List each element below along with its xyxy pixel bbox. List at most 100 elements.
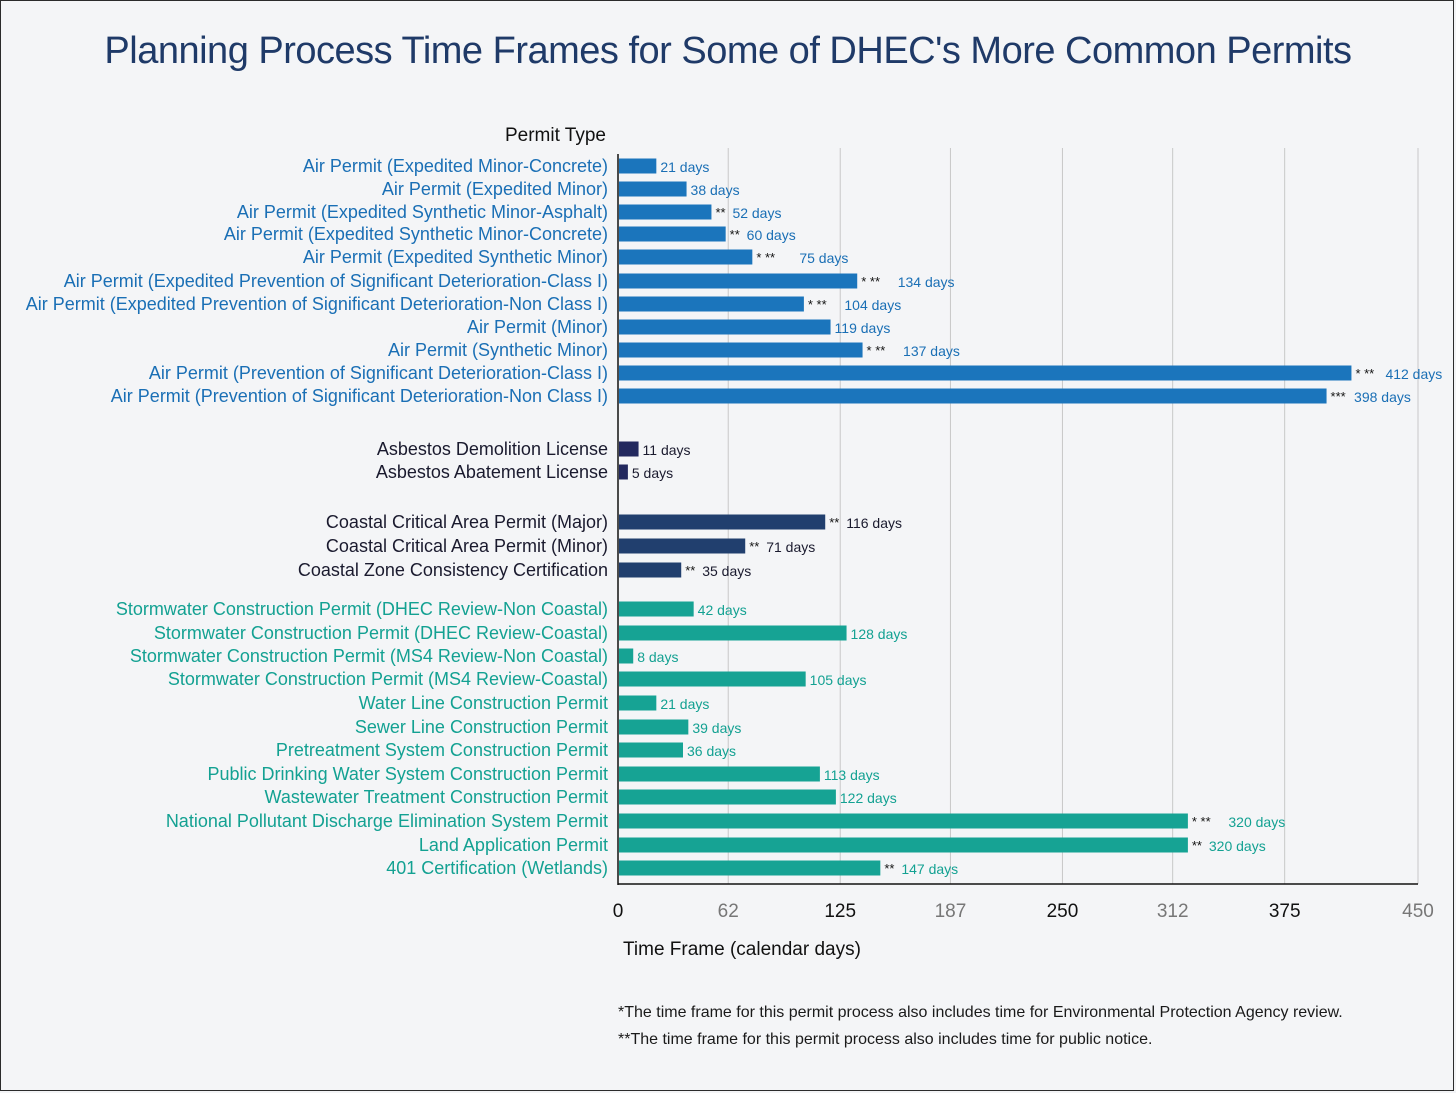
x-tick-label: 312: [1157, 901, 1189, 922]
bar: [619, 625, 847, 641]
category-labels: Air Permit (Expedited Minor-Concrete) Air…: [26, 156, 608, 878]
footnote-marker: * **: [1192, 814, 1211, 829]
bar: [619, 813, 1188, 829]
value-label: 21 days: [660, 696, 709, 712]
category-label: Sewer Line Construction Permit: [355, 717, 608, 737]
bar: [619, 671, 806, 687]
category-label: Coastal Critical Area Permit (Minor): [326, 536, 608, 556]
footnote-public-notice: **The time frame for this permit process…: [618, 1031, 1153, 1048]
footnote-marker: * **: [861, 274, 880, 289]
x-axis-title: Time Frame (calendar days): [623, 939, 861, 960]
category-label: Air Permit (Expedited Prevention of Sign…: [64, 271, 608, 291]
bar: [619, 296, 804, 312]
bar: [619, 766, 820, 782]
bar: [619, 464, 628, 480]
chart-title: Planning Process Time Frames for Some of…: [104, 30, 1352, 72]
bar: [619, 648, 634, 664]
bar: [619, 342, 863, 358]
x-axis: 0 62 125 187 250 312 375 450 Permit Type Time Fra…: [505, 125, 1434, 960]
category-label: Air Permit (Prevention of Significant De…: [149, 363, 608, 383]
x-tick-label: 62: [718, 901, 739, 922]
value-label: 52 days: [732, 205, 781, 221]
footnote-marker: **: [1192, 838, 1202, 853]
x-tick-label: 450: [1402, 901, 1434, 922]
category-label: Public Drinking Water System Constructio…: [208, 764, 608, 784]
category-label: 401 Certification (Wetlands): [386, 858, 608, 878]
value-label: 412 days: [1385, 366, 1442, 382]
category-label: Stormwater Construction Permit (MS4 Revi…: [168, 669, 608, 689]
category-label: Land Application Permit: [419, 835, 608, 855]
category-label: Stormwater Construction Permit (DHEC Rev…: [116, 599, 608, 619]
bar: [619, 226, 726, 242]
bar: [619, 273, 858, 289]
value-label: 75 days: [799, 250, 848, 266]
category-label: Wastewater Treatment Construction Permit: [265, 787, 608, 807]
category-label: Air Permit (Expedited Synthetic Minor): [303, 247, 608, 267]
bar: [619, 789, 836, 805]
value-label: 137 days: [903, 343, 960, 359]
bar: [619, 695, 657, 711]
bars: [619, 158, 1352, 876]
value-label: 147 days: [901, 861, 958, 877]
category-label: Stormwater Construction Permit (DHEC Rev…: [154, 623, 608, 643]
footnote-marker: **: [749, 539, 759, 554]
category-label: Pretreatment System Construction Permit: [276, 740, 608, 760]
bar: [619, 181, 687, 197]
value-label: 36 days: [687, 743, 736, 759]
category-label: Stormwater Construction Permit (MS4 Revi…: [130, 646, 608, 666]
category-label: Air Permit (Expedited Prevention of Sign…: [26, 294, 608, 314]
gridlines: [727, 148, 1419, 884]
value-label: 11 days: [643, 442, 691, 458]
x-tick-label: 0: [613, 901, 624, 922]
bar: [619, 249, 753, 265]
value-label: 113 days: [824, 767, 880, 783]
category-label: Asbestos Abatement License: [376, 462, 608, 482]
value-label: 42 days: [698, 602, 747, 618]
value-label: 116 days: [846, 515, 902, 531]
footnote-marker: **: [884, 861, 894, 876]
value-label: 105 days: [810, 672, 867, 688]
value-label: 35 days: [702, 563, 751, 579]
x-tick-label: 250: [1047, 901, 1079, 922]
footnote-marker: * **: [1355, 366, 1374, 381]
category-label: Coastal Critical Area Permit (Major): [326, 512, 608, 532]
category-label: Air Permit (Expedited Synthetic Minor-Co…: [224, 224, 608, 244]
y-axis-title: Permit Type: [505, 125, 606, 146]
bar: [619, 719, 689, 735]
bar: [619, 388, 1327, 404]
category-label: Air Permit (Minor): [467, 317, 608, 337]
bar: [619, 837, 1188, 853]
category-label: National Pollutant Discharge Elimination…: [166, 811, 608, 831]
footnote-marker: **: [829, 515, 839, 530]
footnote-marker: * **: [808, 297, 827, 312]
category-label: Air Permit (Expedited Synthetic Minor-As…: [237, 202, 608, 222]
bar: [619, 441, 639, 457]
footnote-marker: ***: [1331, 389, 1346, 404]
category-label: Asbestos Demolition License: [377, 439, 608, 459]
bar: [619, 204, 712, 220]
value-label: 8 days: [637, 649, 678, 665]
value-label: 38 days: [691, 182, 740, 198]
value-label: 320 days: [1228, 814, 1285, 830]
value-label: 21 days: [660, 159, 709, 175]
category-label: Water Line Construction Permit: [359, 693, 608, 713]
bar: [619, 514, 826, 530]
value-label: 39 days: [692, 720, 741, 736]
category-label: Air Permit (Expedited Minor-Concrete): [303, 156, 608, 176]
footnote-marker: **: [685, 563, 695, 578]
x-tick-label: 125: [824, 901, 856, 922]
category-label: Air Permit (Expedited Minor): [382, 179, 608, 199]
footnote-marker: **: [715, 205, 725, 220]
x-tick-label: 375: [1269, 901, 1301, 922]
bar: [619, 319, 831, 335]
bar: [619, 742, 683, 758]
bar: [619, 538, 746, 554]
bar: [619, 158, 657, 174]
category-label: Air Permit (Synthetic Minor): [388, 340, 608, 360]
value-label: 5 days: [632, 465, 673, 481]
value-label: 398 days: [1354, 389, 1411, 405]
footnote-marker: * **: [756, 250, 775, 265]
x-tick-label: 187: [935, 901, 967, 922]
value-labels: 21 days 38 days ** 52 days ** 60 days * ** 75 d…: [632, 159, 1442, 877]
